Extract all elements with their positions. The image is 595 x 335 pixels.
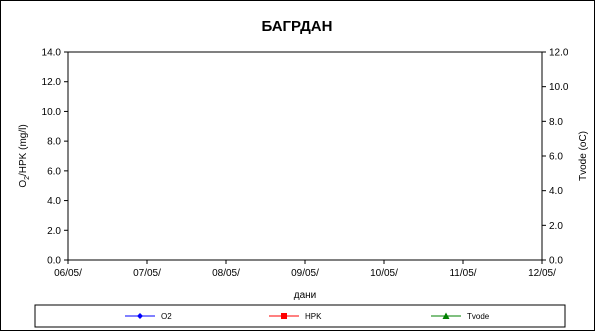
y2-tick-label: 4.0 — [549, 186, 563, 197]
legend-label: O2 — [161, 312, 172, 321]
x-axis-ticks: 06/05/07/05/08/05/09/05/10/05/11/05/12/0… — [54, 260, 556, 279]
y2-tick-label: 2.0 — [549, 221, 563, 232]
y-tick-label: 12.0 — [42, 77, 62, 88]
y-tick-label: 14.0 — [42, 48, 62, 59]
y2-tick-label: 8.0 — [549, 117, 563, 128]
y-tick-label: 4.0 — [47, 196, 61, 207]
y-axis-left-ticks: 0.0 2.0 4.0 6.0 8.0 10.0 12.0 14.0 — [42, 48, 68, 267]
legend-label: HPK — [305, 312, 322, 321]
ylabel-part-1: O — [18, 180, 29, 188]
y-tick-label: 8.0 — [47, 137, 61, 148]
y-axis-right-ticks: 0.0 2.0 4.0 6.0 8.0 10.0 12.0 — [542, 48, 569, 267]
legend — [34, 304, 566, 328]
legend-item-hpk: HPK — [269, 312, 322, 321]
x-tick-label: 06/05/ — [54, 268, 82, 279]
y-tick-label: 0.0 — [47, 256, 61, 267]
square-marker-icon — [281, 313, 287, 319]
y2-tick-label: 0.0 — [549, 256, 563, 267]
legend-item-tvode: Tvode — [431, 312, 490, 321]
x-tick-label: 10/05/ — [370, 268, 398, 279]
y-tick-label: 6.0 — [47, 166, 61, 177]
y-tick-label: 2.0 — [47, 226, 61, 237]
x-tick-label: 09/05/ — [291, 268, 319, 279]
legend-item-o2: O2 — [125, 312, 172, 321]
x-axis-label: дани — [294, 290, 317, 301]
chart-title: БАГРДАН — [262, 18, 333, 35]
triangle-marker-icon — [442, 312, 450, 319]
legend-items: O2 HPK Tvode — [125, 312, 490, 321]
ylabel-subscript: 2 — [24, 176, 31, 180]
y-axis-right-label: Tvode (oC) — [578, 131, 589, 181]
x-tick-label: 11/05/ — [449, 268, 476, 279]
y2-tick-label: 6.0 — [549, 152, 563, 163]
legend-label: Tvode — [467, 312, 490, 321]
y2-tick-label: 10.0 — [549, 82, 569, 93]
ylabel-part-2: /HPK (mg/l) — [18, 124, 29, 176]
diamond-marker-icon — [137, 313, 143, 319]
y-tick-label: 10.0 — [42, 107, 62, 118]
x-tick-label: 12/05/ — [528, 268, 556, 279]
chart-svg: БАГРДАН 0.0 2.0 4.0 6.0 8.0 10.0 12.0 14.0 0.0 2… — [18, 18, 589, 328]
x-tick-label: 08/05/ — [212, 268, 240, 279]
y-axis-left-label: O2/HPK (mg/l) — [18, 124, 31, 187]
plot-area — [67, 51, 543, 261]
y2-tick-label: 12.0 — [549, 48, 569, 59]
x-tick-label: 07/05/ — [133, 268, 161, 279]
